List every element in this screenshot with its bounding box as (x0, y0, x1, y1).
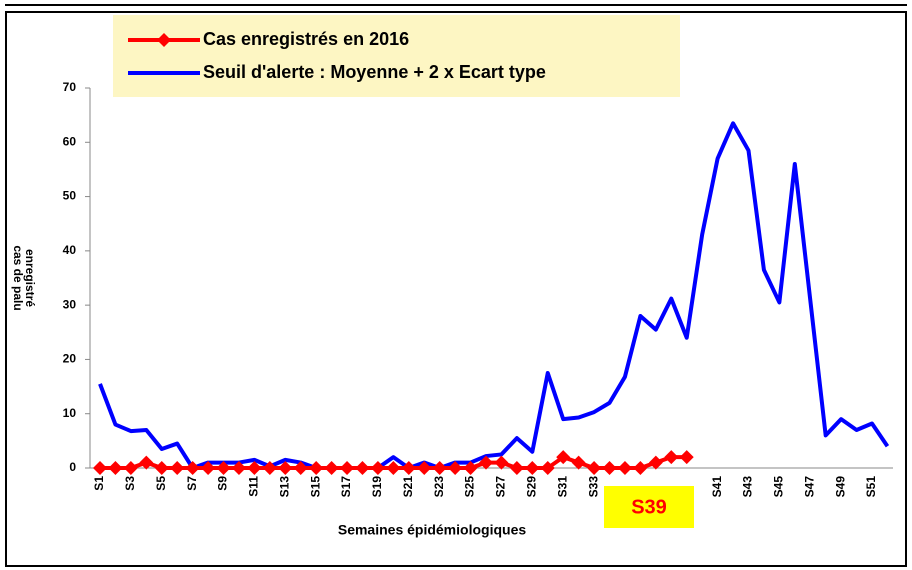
x-tick-label: S31 (555, 476, 569, 498)
x-tick-label: S41 (710, 476, 724, 498)
x-tick-label: S21 (401, 476, 415, 498)
y-tick-label: 30 (63, 297, 77, 311)
marker (417, 461, 432, 475)
marker (633, 461, 648, 475)
x-tick-label: S5 (154, 476, 168, 491)
x-tick-label: S45 (772, 476, 786, 498)
marker (231, 461, 246, 475)
x-tick-label: S51 (864, 476, 878, 498)
y-tick-label: 70 (63, 80, 77, 94)
annotation-box (604, 486, 694, 528)
y-tick-label: 10 (63, 406, 77, 420)
marker (679, 450, 694, 465)
x-tick-label: S17 (339, 476, 353, 498)
frame (5, 11, 907, 567)
marker (648, 455, 663, 470)
marker (602, 461, 617, 475)
marker (154, 461, 169, 475)
marker (401, 461, 416, 475)
marker (216, 461, 231, 475)
marker (93, 461, 107, 475)
marker (479, 455, 493, 470)
x-tick-label: S7 (185, 476, 199, 491)
series-line (98, 121, 890, 470)
marker (139, 455, 154, 470)
y-tick-label: 20 (63, 352, 77, 366)
marker (386, 461, 401, 475)
marker (293, 461, 308, 475)
x-axis-label: Semaines épidémiologiques (338, 522, 526, 538)
y-tick-label: 60 (63, 134, 77, 148)
marker (525, 461, 540, 475)
marker (448, 461, 463, 475)
x-tick-label: S29 (524, 476, 538, 498)
marker (309, 461, 324, 475)
marker (587, 461, 602, 475)
x-tick-label: S33 (586, 476, 600, 498)
x-tick-label: S1 (92, 476, 106, 491)
legend-box (113, 15, 680, 97)
y-tick-label: 0 (69, 460, 76, 474)
x-tick-label: S27 (494, 476, 508, 498)
x-tick-label: S23 (432, 476, 446, 498)
marker (201, 461, 216, 475)
marker (170, 461, 185, 475)
x-tick-label: S19 (370, 476, 384, 498)
y-tick-label: 40 (63, 243, 77, 257)
marker (247, 461, 262, 475)
marker (540, 461, 555, 475)
x-tick-label: S3 (123, 476, 137, 491)
marker (494, 455, 509, 470)
marker (340, 461, 355, 475)
marker (432, 461, 447, 475)
x-tick-label: S11 (247, 476, 261, 497)
legend-label: Seuil d'alerte : Moyenne + 2 x Ecart typ… (203, 62, 546, 82)
y-tick-label: 50 (63, 189, 77, 203)
marker (108, 461, 123, 475)
legend-label: Cas enregistrés en 2016 (203, 29, 409, 49)
marker (664, 450, 679, 465)
marker (509, 461, 524, 475)
annotation: S39 (631, 496, 667, 518)
x-tick-label: S15 (308, 476, 322, 498)
marker (123, 461, 138, 475)
marker (463, 461, 478, 475)
x-tick-label: S49 (833, 476, 847, 498)
marker (617, 461, 632, 475)
marker (370, 461, 385, 475)
x-tick-label: S47 (802, 476, 816, 498)
x-tick-label: S25 (463, 476, 477, 498)
marker (355, 461, 370, 475)
y-axis-label: enregistré (23, 249, 37, 307)
y-axis-label: cas de palu (11, 245, 25, 310)
x-tick-label: S13 (277, 476, 291, 498)
x-tick-label: S9 (216, 476, 230, 491)
legend-marker (157, 33, 171, 47)
marker (278, 461, 293, 475)
x-tick-label: S43 (741, 476, 755, 498)
marker (262, 461, 277, 475)
marker (571, 455, 586, 470)
marker (556, 450, 571, 465)
marker (324, 461, 339, 475)
marker (185, 461, 200, 475)
